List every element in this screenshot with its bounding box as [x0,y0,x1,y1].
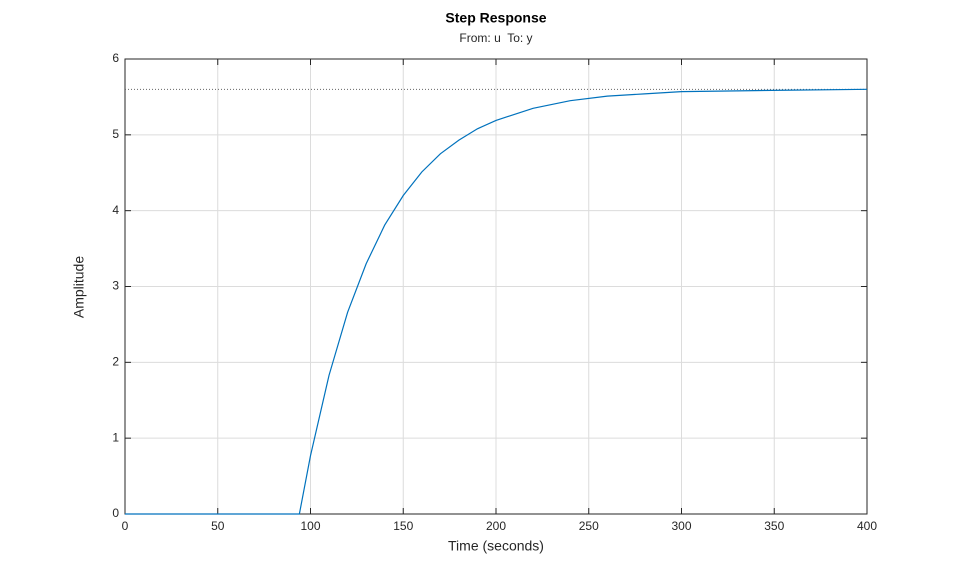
series-line [125,88,868,515]
y-tick-label: 2 [112,355,119,369]
x-tick-label: 50 [211,519,225,533]
chart-subtitle: From: u To: y [459,31,532,45]
y-axis-label: Amplitude [71,256,87,318]
x-tick-label: 150 [393,519,413,533]
plot-frame [124,58,868,515]
x-axis-label: Time (seconds) [448,538,544,554]
chart-title: Step Response [445,10,546,26]
y-tick-label: 1 [112,430,119,444]
x-tick-label: 100 [300,519,320,533]
x-tick-label: 400 [857,519,877,533]
x-tick-label: 0 [122,519,129,533]
x-tick-label: 200 [486,519,506,533]
y-tick-label: 0 [112,506,119,520]
y-tick-label: 3 [112,279,119,293]
x-tick-label: 350 [764,519,784,533]
x-tick-label: 250 [579,519,599,533]
y-tick-label: 6 [112,51,119,65]
y-tick-label: 5 [112,127,119,141]
x-tick-label: 300 [671,519,691,533]
y-tick-label: 4 [112,203,119,217]
